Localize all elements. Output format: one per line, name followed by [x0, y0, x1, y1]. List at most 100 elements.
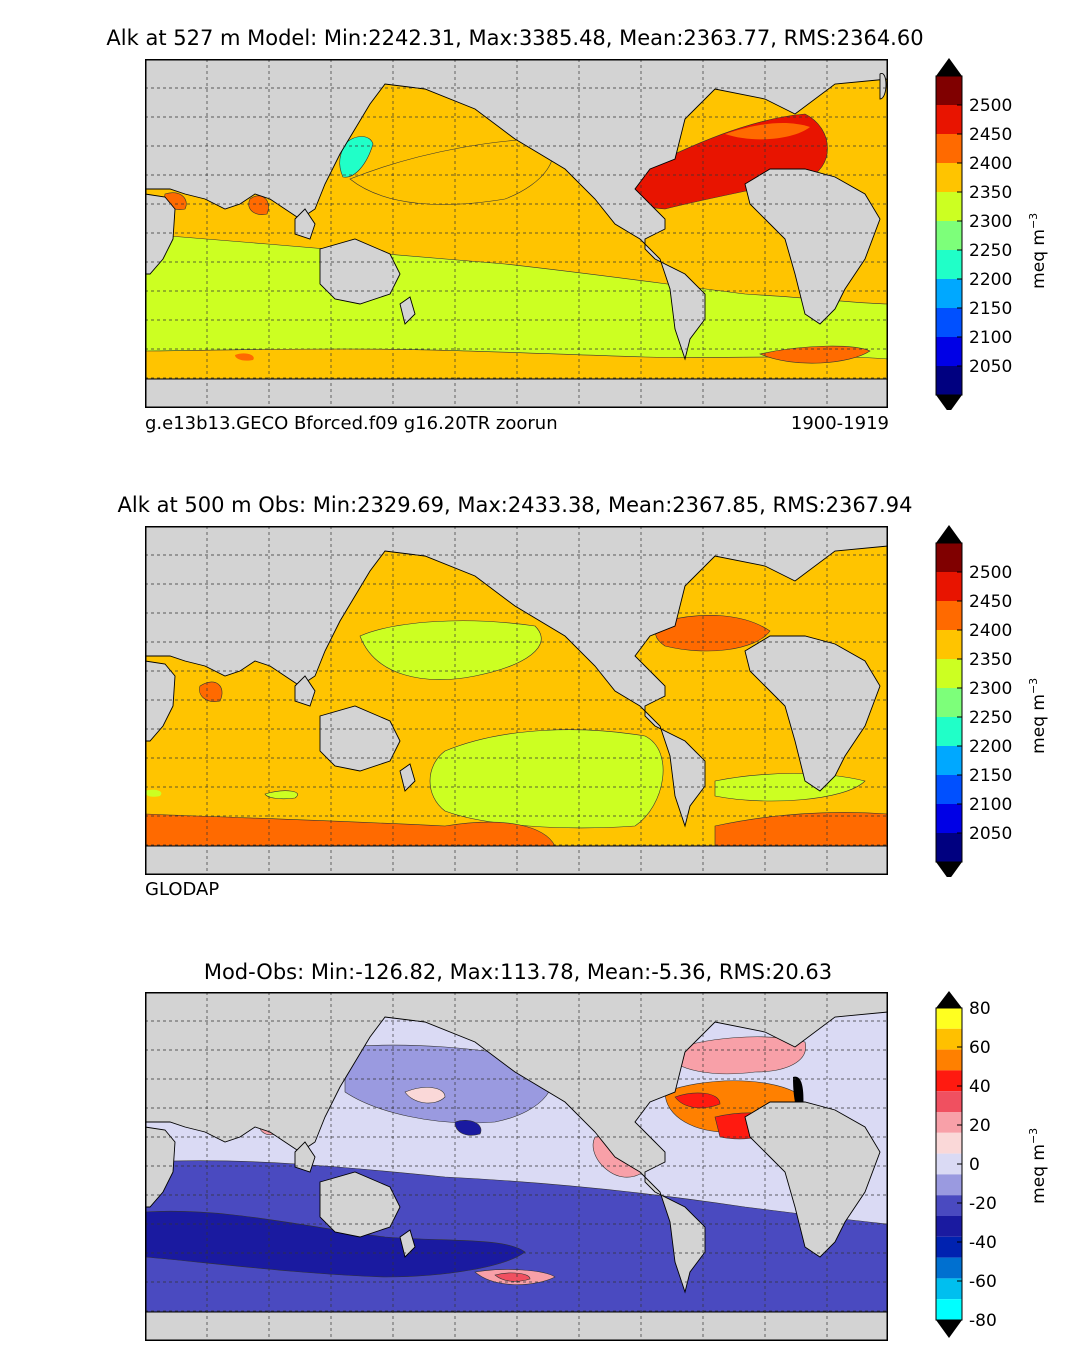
- field-southern-2425: [145, 813, 556, 847]
- colorbar-tick-label: 2250: [969, 241, 1012, 261]
- field-southern-patch: [759, 345, 871, 364]
- panel-3-map: [145, 992, 888, 1341]
- colorbar-segment: [936, 308, 962, 337]
- colorbar-frame: [935, 542, 963, 863]
- colorbar-segment: [936, 1257, 962, 1279]
- colorbar-tick-label: -20: [969, 1194, 997, 1214]
- colorbar-segment: [936, 572, 962, 601]
- panel-1-run-label: g.e13b13.GECO Bforced.f09 g16.20TR zooru…: [145, 413, 558, 434]
- panel-1-colorbar: 2050 2100 2150 2200 2250 2300 2350 2400 2450 2500: [935, 58, 1012, 410]
- colorbar-tick-label: 2450: [969, 592, 1012, 612]
- colorbar-segment: [936, 630, 962, 659]
- colorbar-segment: [936, 1278, 962, 1300]
- panel-2-title: Alk at 500 m Obs: Min:2329.69, Max:2433.…: [117, 493, 913, 517]
- map-frame: [145, 992, 888, 1341]
- colorbar-extend-max: [936, 58, 962, 76]
- colorbar-segment: [936, 1174, 962, 1196]
- colorbar-segment: [936, 601, 962, 630]
- field-arabian-sea: [199, 681, 223, 702]
- colorbar-tick-label: 2050: [969, 824, 1012, 844]
- colorbar-segment: [936, 76, 962, 105]
- colorbar-segment: [936, 1070, 962, 1092]
- colorbar-tick-label: 0: [969, 1155, 980, 1175]
- field-bay-of-bengal: [248, 195, 269, 215]
- grid-lines: [145, 526, 888, 875]
- colorbar-tick-label: 2450: [969, 125, 1012, 145]
- map-frame: [145, 526, 888, 875]
- colorbar-segment: [936, 833, 962, 862]
- colorbar-tick-label: 2100: [969, 328, 1012, 348]
- field-npac-blue: [454, 1120, 482, 1136]
- field-southern-red: [494, 1272, 531, 1282]
- colorbar-extend-max: [936, 991, 962, 1008]
- grid-lines: [145, 59, 888, 408]
- colorbar-tick-label: 2200: [969, 737, 1012, 757]
- grid-lines: [145, 992, 888, 1341]
- panel-1-title: Alk at 527 m Model: Min:2242.31, Max:338…: [106, 26, 924, 50]
- colorbar-segment: [936, 1195, 962, 1216]
- colorbar-segment: [936, 775, 962, 804]
- field-npac-2325: [359, 620, 542, 680]
- colorbar-tick-label: 2400: [969, 621, 1012, 641]
- colorbar-segment: [936, 717, 962, 746]
- panel-3-title: Mod-Obs: Min:-126.82, Max:113.78, Mean:-…: [203, 960, 833, 984]
- colorbar-segment: [936, 134, 962, 163]
- colorbar-segment: [936, 1132, 962, 1154]
- colorbar-tick-label: 2250: [969, 708, 1012, 728]
- panel-1-colorbar-unit: meq m−3: [1027, 212, 1049, 289]
- colorbar-segment: [936, 1236, 962, 1258]
- colorbar-tick-label: 60: [969, 1038, 991, 1058]
- colorbar-segment: [936, 543, 962, 572]
- panel-1-period-label: 1900-1919: [790, 413, 889, 434]
- panel-2-colorbar-unit: meq m−3: [1027, 677, 1049, 754]
- panel-3-colorbar: -80 -60 -40 -20 0 20 40 60 80: [935, 991, 997, 1338]
- colorbar-segment: [936, 688, 962, 717]
- field-gulf-red: [674, 1092, 721, 1109]
- field-labrador-pink: [664, 1036, 806, 1075]
- panel-3-colorbar-unit: meq m−3: [1027, 1127, 1049, 1204]
- colorbar-segment: [936, 163, 962, 192]
- map-frame: [145, 59, 888, 408]
- field-natl-orange: [725, 123, 810, 140]
- colorbar-segment: [936, 746, 962, 775]
- colorbar-tick-label: 2050: [969, 357, 1012, 377]
- colorbar-tick-label: 2500: [969, 96, 1012, 116]
- colorbar-extend-min: [936, 862, 962, 877]
- colorbar-tick-label: 2300: [969, 679, 1012, 699]
- field-indian-spot: [145, 789, 162, 797]
- field-spac-2325: [429, 729, 664, 829]
- colorbar-segment: [936, 337, 962, 366]
- colorbar-tick-label: 2350: [969, 183, 1012, 203]
- colorbar-extend-max: [936, 525, 962, 543]
- panel-2-map: [145, 526, 888, 875]
- colorbar-segment: [936, 279, 962, 308]
- colorbar-extend-min: [936, 1320, 962, 1338]
- colorbar-tick-label: -40: [969, 1233, 997, 1253]
- field-npac-minus10: [344, 1044, 553, 1124]
- colorbar-segment: [936, 250, 962, 279]
- colorbar-segment: [936, 366, 962, 395]
- colorbar-segment: [936, 804, 962, 833]
- colorbar-tick-label: 2350: [969, 650, 1012, 670]
- colorbar-tick-label: 20: [969, 1116, 991, 1136]
- colorbar-tick-label: 2300: [969, 212, 1012, 232]
- field-southern-spot: [235, 353, 254, 361]
- colorbar-tick-label: 2400: [969, 154, 1012, 174]
- colorbar-tick-label: 80: [969, 999, 991, 1019]
- colorbar-segment: [936, 1028, 962, 1050]
- colorbar-segment: [936, 1299, 962, 1320]
- panel-2-source-label: GLODAP: [145, 879, 220, 900]
- colorbar-segment: [936, 192, 962, 221]
- panel-1-map: [145, 59, 888, 408]
- colorbar-segment: [936, 1112, 962, 1133]
- colorbar-frame: [935, 75, 963, 396]
- colorbar-tick-label: 40: [969, 1077, 991, 1097]
- field-indian-spot-2: [264, 790, 298, 800]
- colorbar-tick-label: 2100: [969, 795, 1012, 815]
- colorbar-segment: [936, 1216, 962, 1237]
- colorbar-segment: [936, 105, 962, 134]
- colorbar-tick-label: -60: [969, 1272, 997, 1292]
- colorbar-tick-label: 2500: [969, 563, 1012, 583]
- colorbar-extend-min: [936, 395, 962, 410]
- colorbar-tick-label: 2150: [969, 766, 1012, 786]
